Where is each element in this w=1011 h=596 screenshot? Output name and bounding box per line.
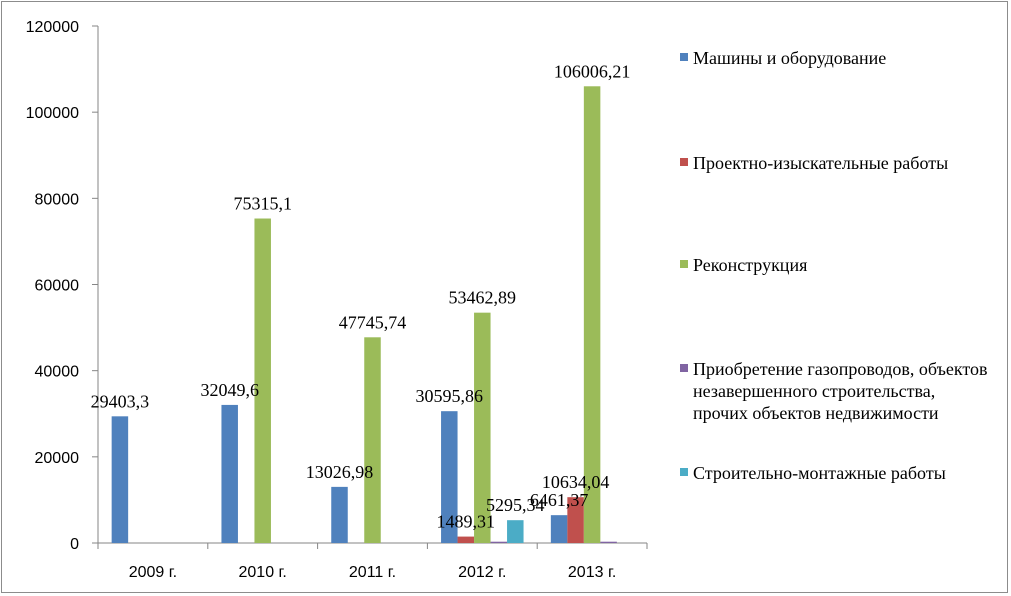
legend-item: Приобретение газопроводов, объектов неза… bbox=[680, 358, 993, 424]
x-tick-label: 2010 г. bbox=[239, 564, 287, 581]
data-label: 106006,21 bbox=[554, 61, 631, 81]
legend-item: Проектно-изыскательные работы bbox=[680, 152, 993, 174]
bar bbox=[331, 486, 348, 543]
y-tick-label: 100000 bbox=[26, 105, 79, 122]
x-tick-label: 2013 г. bbox=[568, 564, 616, 581]
legend-swatch bbox=[680, 53, 688, 61]
bar bbox=[221, 404, 238, 543]
y-tick-label: 40000 bbox=[35, 364, 80, 381]
x-tick-label: 2009 г. bbox=[129, 564, 177, 581]
y-tick-label: 0 bbox=[70, 536, 79, 553]
y-tick-label: 20000 bbox=[35, 450, 80, 467]
data-label: 10634,04 bbox=[542, 472, 610, 492]
legend-label: Реконструкция bbox=[693, 255, 808, 275]
bar bbox=[254, 218, 271, 543]
legend-label: Проектно-изыскательные работы bbox=[693, 153, 949, 173]
bar bbox=[490, 541, 508, 543]
data-label: 32049,6 bbox=[200, 380, 259, 400]
x-tick-label: 2012 г. bbox=[458, 564, 506, 581]
legend-label: Приобретение газопроводов, объектов неза… bbox=[693, 359, 988, 423]
bar bbox=[111, 416, 129, 543]
data-label: 13026,98 bbox=[306, 462, 374, 482]
data-label: 75315,1 bbox=[233, 194, 292, 214]
y-tick-label: 120000 bbox=[26, 19, 79, 36]
legend-swatch bbox=[680, 468, 688, 476]
data-labels: 29403,3 32049,6 13026,98 30595,86 6461,37 148… bbox=[91, 61, 631, 531]
data-label: 53462,89 bbox=[449, 288, 517, 308]
legend-label: Машины и оборудование bbox=[693, 48, 887, 68]
data-label: 5295,34 bbox=[486, 495, 545, 515]
data-label: 6461,37 bbox=[530, 490, 589, 510]
legend-item: Машины и оборудование bbox=[680, 47, 993, 69]
legend-swatch bbox=[680, 158, 688, 166]
bar-chart: 0 20000 40000 60000 80000 100000 120000 2009 г.… bbox=[26, 19, 648, 581]
legend-swatch bbox=[680, 260, 688, 268]
legend-item: Реконструкция bbox=[680, 254, 993, 276]
bar bbox=[600, 541, 617, 543]
legend-item: Строительно-монтажные работы bbox=[680, 462, 993, 484]
x-tick-label: 2011 г. bbox=[349, 564, 396, 581]
bar bbox=[364, 337, 381, 543]
legend-swatch bbox=[680, 364, 688, 372]
axes: 0 20000 40000 60000 80000 100000 120000 2009 г.… bbox=[26, 19, 648, 581]
y-tick-label: 60000 bbox=[35, 278, 80, 295]
bar bbox=[550, 515, 568, 543]
bar bbox=[441, 411, 458, 543]
bar bbox=[457, 536, 475, 543]
legend-label: Строительно-монтажные работы bbox=[693, 463, 946, 483]
data-label: 47745,74 bbox=[339, 312, 407, 332]
bar bbox=[507, 520, 524, 543]
data-label: 29403,3 bbox=[91, 391, 150, 411]
bar bbox=[567, 497, 584, 543]
bar bbox=[474, 312, 491, 543]
data-label: 1489,31 bbox=[437, 512, 496, 532]
legend: Машины и оборудование Проектно-изыскатель… bbox=[680, 2, 1005, 592]
bar bbox=[583, 86, 601, 543]
y-tick-label: 80000 bbox=[35, 191, 80, 208]
bars bbox=[111, 86, 617, 543]
data-label: 30595,86 bbox=[416, 386, 484, 406]
